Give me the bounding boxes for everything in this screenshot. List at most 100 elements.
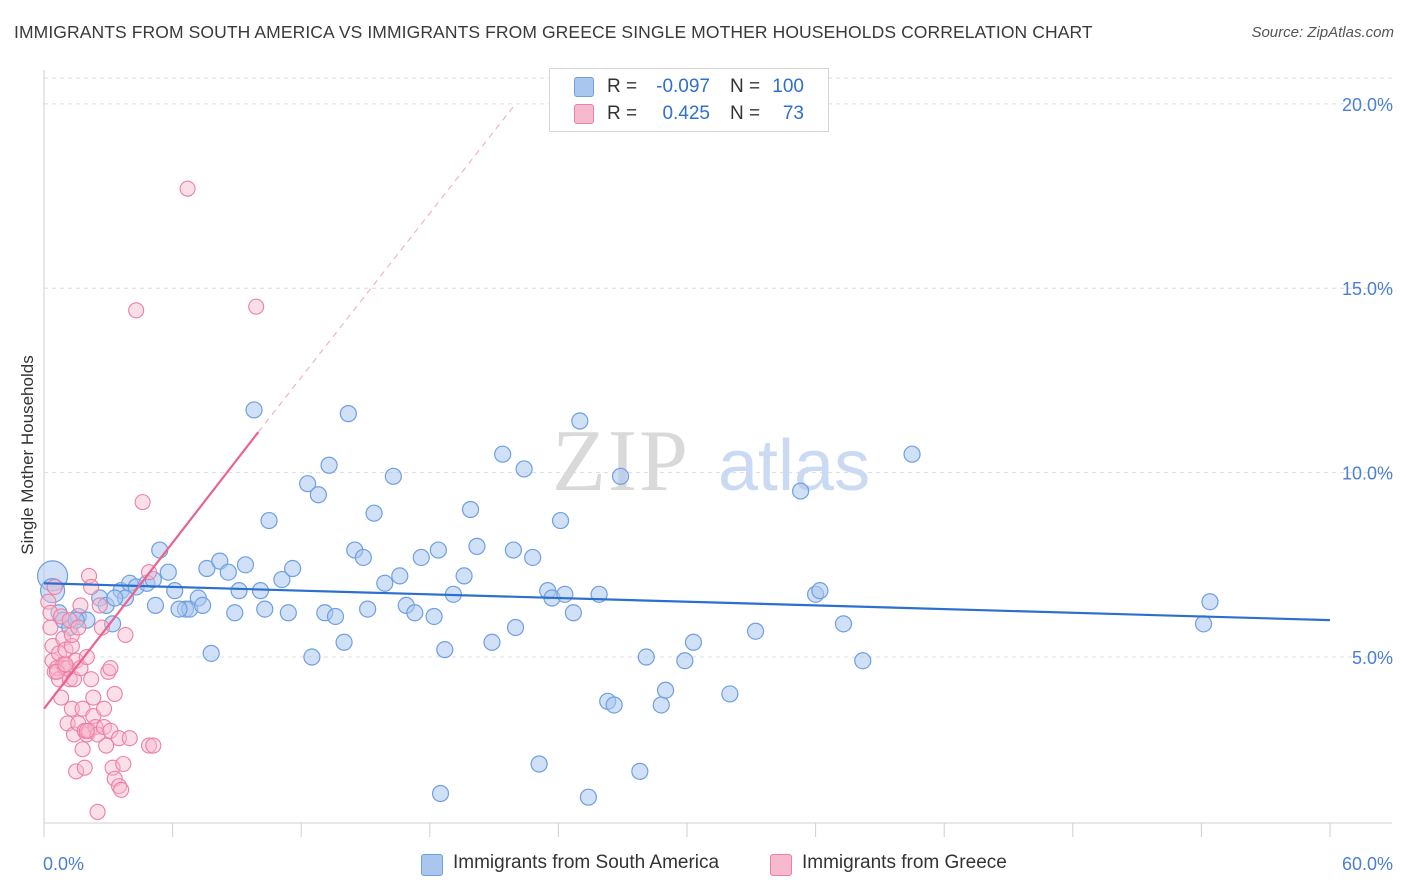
data-point-south-america	[903, 445, 921, 463]
data-point-south-america	[202, 644, 220, 662]
data-point-south-america	[605, 696, 623, 714]
y-tick-label: 15.0%	[1342, 279, 1393, 299]
data-point-greece	[91, 597, 108, 614]
data-point-south-america	[146, 596, 165, 615]
data-point-greece	[85, 689, 102, 706]
data-point-greece	[74, 741, 91, 758]
y-tick-label: 5.0%	[1352, 648, 1393, 668]
data-point-greece	[72, 597, 89, 614]
data-point-south-america	[1201, 593, 1219, 611]
data-point-south-america	[656, 681, 675, 699]
data-point-south-america	[746, 622, 765, 640]
data-point-greece	[98, 737, 115, 754]
y-tick-label: 10.0%	[1342, 464, 1393, 484]
data-point-greece	[53, 608, 70, 625]
data-point-south-america	[652, 696, 670, 714]
data-point-south-america	[151, 541, 169, 559]
data-point-greece	[179, 180, 196, 197]
data-point-south-america	[284, 559, 302, 578]
data-point-south-america	[391, 567, 409, 585]
data-point-south-america	[194, 596, 212, 615]
data-point-south-america	[429, 541, 447, 559]
data-point-south-america	[170, 600, 188, 618]
stats-n-value: 100	[772, 76, 804, 97]
data-point-greece	[102, 660, 119, 677]
data-point-south-america	[455, 567, 473, 585]
data-point-south-america	[791, 482, 810, 500]
stats-swatch-blue	[574, 77, 594, 97]
stats-row-greece: R = 0.425 N = 73	[550, 101, 828, 127]
data-point-greece	[46, 578, 63, 596]
data-point-greece	[106, 685, 123, 702]
data-point-greece	[95, 700, 113, 717]
data-point-greece	[76, 759, 93, 776]
data-point-south-america	[256, 600, 274, 618]
data-point-south-america	[376, 574, 394, 592]
x-tick-label: 0.0%	[43, 854, 84, 874]
data-point-greece	[128, 302, 145, 319]
correlation-stats-box: R = -0.097 N = 100 R = 0.425 N = 73	[549, 68, 829, 132]
stats-n-label: N =	[730, 103, 761, 124]
data-point-greece	[115, 755, 132, 773]
x-tick-label: 60.0%	[1342, 854, 1393, 874]
stats-r-value: 0.425	[662, 103, 710, 124]
data-point-south-america	[219, 563, 237, 581]
data-point-south-america	[106, 589, 124, 607]
data-point-south-america	[412, 548, 430, 567]
data-point-greece	[134, 494, 151, 511]
data-point-south-america	[406, 604, 424, 622]
data-point-south-america	[198, 559, 216, 578]
data-point-south-america	[309, 486, 327, 504]
stats-row-south-america: R = -0.097 N = 100	[550, 74, 828, 100]
data-point-south-america	[359, 600, 377, 618]
data-point-south-america	[335, 633, 353, 651]
data-point-south-america	[236, 556, 255, 574]
data-point-greece	[121, 730, 138, 747]
data-point-south-america	[515, 460, 533, 478]
data-point-greece	[61, 671, 78, 688]
data-point-south-america	[166, 582, 184, 600]
data-point-greece	[117, 626, 134, 643]
data-point-south-america	[494, 445, 512, 463]
data-point-south-america	[384, 467, 402, 485]
data-point-south-america	[431, 784, 450, 803]
tick-labels: 5.0% 10.0% 15.0% 20.0% 0.0% 60.0%	[43, 95, 1393, 874]
series-south-america-points	[36, 401, 1219, 806]
data-point-greece	[78, 648, 95, 666]
watermark: ZIP atlas	[552, 413, 870, 510]
legend-swatch-blue	[421, 854, 443, 876]
trend-lines	[43, 103, 1331, 710]
data-point-south-america	[303, 648, 321, 666]
data-point-greece	[89, 803, 106, 820]
data-point-south-america	[834, 615, 853, 633]
data-point-greece	[83, 671, 100, 688]
data-point-south-america	[506, 618, 525, 637]
data-point-greece	[42, 619, 59, 636]
data-point-south-america	[354, 548, 372, 567]
data-point-south-america	[571, 412, 589, 430]
watermark-zip: ZIP	[552, 413, 690, 510]
data-point-greece	[57, 656, 74, 673]
data-point-south-america	[631, 762, 649, 780]
data-point-south-america	[530, 755, 548, 773]
legend-label: Immigrants from South America	[453, 852, 720, 873]
data-point-south-america	[273, 570, 291, 589]
data-point-south-america	[230, 582, 248, 600]
data-point-south-america	[468, 537, 486, 555]
data-point-greece	[83, 578, 100, 596]
legend-swatch-pink	[770, 854, 792, 876]
data-point-south-america	[579, 788, 598, 806]
y-tick-label: 20.0%	[1342, 95, 1393, 115]
data-point-south-america	[103, 615, 122, 633]
legend-label: Immigrants from Greece	[802, 852, 1007, 873]
data-point-greece	[145, 737, 162, 754]
data-point-south-america	[260, 511, 278, 530]
data-point-greece	[113, 781, 130, 798]
data-point-south-america	[461, 500, 480, 519]
source-credit: Source: ZipAtlas.com	[1251, 24, 1394, 41]
data-point-south-america	[425, 607, 443, 626]
data-point-south-america	[564, 604, 583, 622]
data-point-south-america	[365, 504, 383, 522]
y-axis-title: Single Mother Households	[18, 355, 37, 555]
